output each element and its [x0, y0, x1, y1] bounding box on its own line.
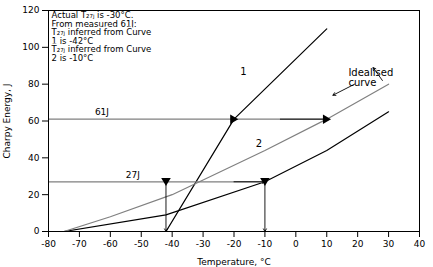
svg-text:0: 0	[293, 239, 299, 249]
svg-text:120: 120	[22, 5, 39, 15]
svg-text:20: 20	[28, 190, 40, 200]
svg-text:-60: -60	[103, 239, 118, 249]
svg-text:-50: -50	[134, 239, 149, 249]
svg-text:-80: -80	[41, 239, 56, 249]
svg-text:10: 10	[321, 239, 333, 249]
svg-text:100: 100	[22, 42, 39, 52]
svg-text:-40: -40	[165, 239, 180, 249]
svg-text:30: 30	[383, 239, 395, 249]
svg-text:80: 80	[28, 79, 40, 89]
svg-text:20: 20	[352, 239, 364, 249]
svg-text:2: 2	[256, 138, 262, 149]
svg-text:-70: -70	[72, 239, 87, 249]
svg-text:-10: -10	[258, 239, 273, 249]
svg-text:60: 60	[28, 116, 40, 126]
svg-text:61J: 61J	[95, 107, 109, 117]
svg-text:40: 40	[28, 153, 40, 163]
svg-text:40: 40	[414, 239, 426, 249]
svg-text:Idealisedcurve: Idealisedcurve	[348, 67, 393, 88]
svg-text:-30: -30	[196, 239, 211, 249]
svg-text:Actual T₂₇ⱼ is -30°C.From meas: Actual T₂₇ⱼ is -30°C.From measured 61J:T…	[51, 10, 152, 63]
svg-text:0: 0	[34, 226, 40, 236]
svg-text:1: 1	[240, 66, 246, 77]
svg-text:-20: -20	[227, 239, 242, 249]
svg-text:Temperature, °C: Temperature, °C	[196, 257, 271, 267]
svg-text:27J: 27J	[126, 170, 140, 180]
svg-text:Charpy Energy, J: Charpy Energy, J	[2, 84, 12, 159]
